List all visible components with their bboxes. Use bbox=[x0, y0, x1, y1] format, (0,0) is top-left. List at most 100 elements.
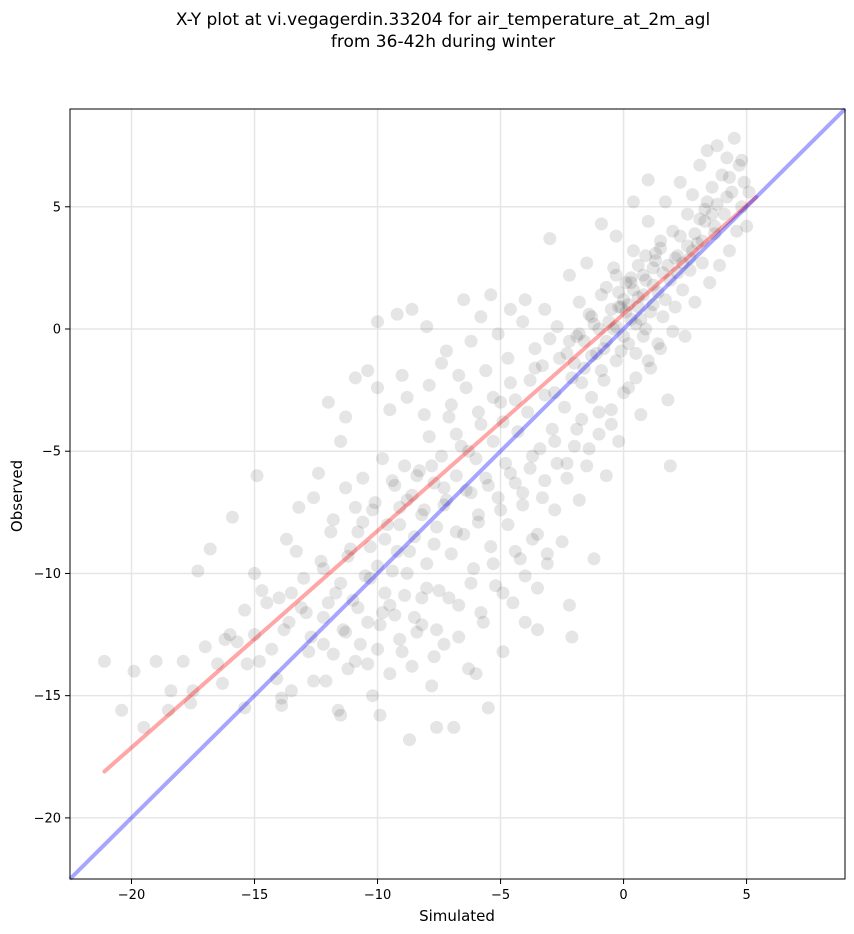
data-point bbox=[641, 214, 655, 228]
data-point bbox=[371, 642, 384, 656]
data-point bbox=[644, 305, 658, 319]
data-point bbox=[585, 349, 599, 363]
data-point bbox=[599, 280, 613, 294]
data-point bbox=[361, 615, 375, 629]
data-point bbox=[528, 361, 542, 375]
data-point bbox=[127, 664, 141, 678]
data-point bbox=[496, 645, 510, 659]
data-point bbox=[371, 559, 384, 573]
data-point bbox=[661, 258, 675, 272]
data-point bbox=[366, 503, 380, 517]
data-point bbox=[508, 544, 522, 558]
data-point bbox=[471, 515, 485, 529]
data-point bbox=[708, 227, 722, 241]
y-axis-label: Observed bbox=[8, 460, 26, 532]
data-point bbox=[543, 332, 557, 346]
data-point bbox=[336, 623, 350, 637]
data-point bbox=[735, 153, 749, 167]
data-point bbox=[378, 532, 392, 546]
data-point bbox=[604, 417, 618, 431]
data-point bbox=[676, 256, 690, 270]
data-point bbox=[275, 691, 289, 705]
regression-line bbox=[102, 195, 759, 774]
data-point bbox=[457, 293, 471, 307]
data-point bbox=[516, 486, 530, 500]
data-point bbox=[248, 628, 261, 642]
grid bbox=[70, 109, 845, 879]
data-point bbox=[545, 422, 559, 436]
data-point bbox=[444, 398, 458, 412]
data-point bbox=[597, 373, 611, 387]
data-point bbox=[526, 449, 539, 463]
data-point bbox=[654, 241, 667, 255]
data-point bbox=[430, 520, 444, 534]
data-point bbox=[464, 576, 478, 590]
data-point bbox=[184, 696, 198, 710]
data-point bbox=[698, 214, 712, 228]
data-point bbox=[737, 175, 751, 189]
data-point bbox=[609, 229, 623, 243]
data-point bbox=[393, 632, 407, 646]
data-point bbox=[526, 532, 539, 546]
data-point bbox=[272, 591, 286, 605]
data-point bbox=[425, 459, 439, 473]
data-point bbox=[592, 322, 606, 336]
data-point bbox=[415, 591, 429, 605]
data-point bbox=[720, 190, 734, 204]
data-point bbox=[427, 650, 441, 664]
data-point bbox=[626, 283, 640, 297]
scatter-points bbox=[97, 131, 756, 747]
data-point bbox=[609, 320, 623, 334]
data-point bbox=[403, 733, 416, 747]
data-point bbox=[284, 684, 298, 698]
data-point bbox=[594, 364, 608, 378]
data-point bbox=[312, 466, 325, 480]
data-point bbox=[695, 234, 709, 248]
data-point bbox=[609, 268, 623, 282]
data-point bbox=[607, 322, 621, 336]
data-point bbox=[594, 217, 608, 231]
data-point bbox=[617, 293, 631, 307]
data-point bbox=[444, 547, 458, 561]
data-point bbox=[454, 439, 468, 453]
data-point bbox=[572, 327, 586, 341]
data-point bbox=[661, 393, 675, 407]
data-point bbox=[540, 557, 554, 571]
data-point bbox=[570, 329, 584, 343]
data-point bbox=[740, 219, 754, 233]
data-point bbox=[717, 207, 731, 221]
data-point bbox=[501, 518, 515, 532]
data-point bbox=[410, 469, 424, 483]
data-point bbox=[582, 307, 596, 321]
data-point bbox=[415, 618, 429, 632]
chart-title: X-Y plot at vi.vegagerdin.33204 for air_… bbox=[176, 10, 710, 30]
data-point bbox=[358, 569, 372, 583]
data-point bbox=[533, 442, 547, 456]
data-point bbox=[604, 403, 618, 417]
data-point bbox=[164, 684, 178, 698]
data-point bbox=[390, 307, 404, 321]
data-point bbox=[474, 606, 488, 620]
data-point bbox=[97, 654, 111, 668]
data-point bbox=[240, 657, 254, 671]
data-point bbox=[420, 557, 434, 571]
data-point bbox=[326, 513, 340, 527]
data-point bbox=[439, 493, 453, 507]
data-point bbox=[572, 493, 586, 507]
data-point bbox=[275, 698, 289, 712]
data-point bbox=[735, 200, 749, 214]
data-point bbox=[626, 195, 640, 209]
data-point bbox=[713, 258, 726, 272]
data-point bbox=[656, 266, 670, 280]
data-point bbox=[383, 598, 397, 612]
data-point bbox=[622, 381, 635, 395]
data-point bbox=[715, 168, 729, 182]
data-point bbox=[474, 310, 488, 324]
data-point bbox=[572, 295, 586, 309]
data-point bbox=[405, 488, 419, 502]
data-point bbox=[614, 300, 628, 314]
data-point bbox=[631, 300, 645, 314]
data-point bbox=[543, 232, 557, 246]
data-point bbox=[378, 586, 392, 600]
